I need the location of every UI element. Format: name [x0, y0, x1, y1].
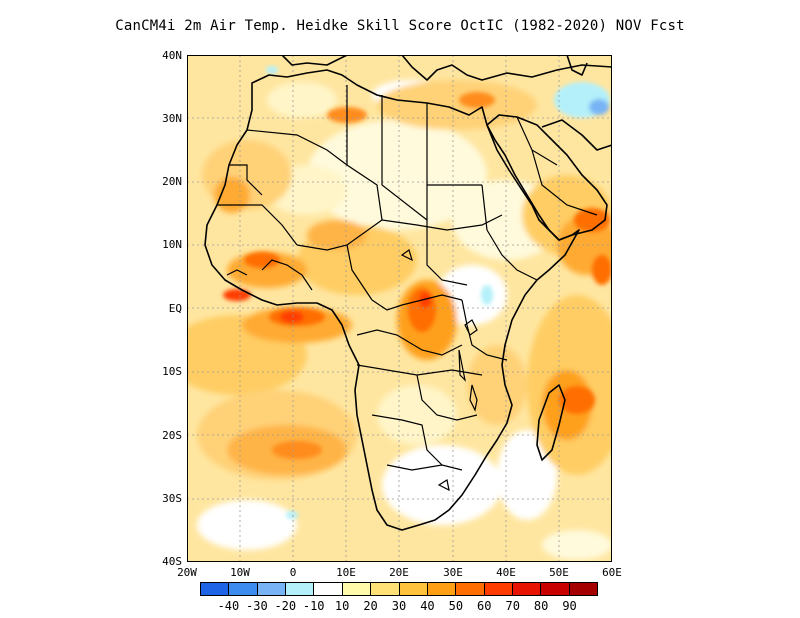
colorbar-segment [229, 583, 258, 595]
lat-label-20s: 20S [162, 429, 182, 442]
colorbar-segment [427, 583, 457, 595]
lon-label-20e: 20E [389, 566, 409, 579]
lakes [400, 249, 478, 492]
colorbar-tick-label: -10 [302, 599, 325, 613]
lon-label-10w: 10W [230, 566, 250, 579]
colorbar-tick-label: 50 [448, 599, 464, 613]
colorbar-segment [257, 583, 287, 595]
colorbar-tick-label: -30 [246, 599, 268, 613]
lon-label-20w: 20W [177, 566, 197, 579]
colorbar-tick-label: -40 [217, 599, 240, 613]
colorbar-segment [286, 583, 315, 595]
colorbar-tick-label: 80 [533, 599, 549, 613]
colorbar-tick-label: 70 [505, 599, 520, 613]
colorbar [200, 582, 598, 596]
colorbar-segment [456, 583, 485, 595]
colorbar-tick-label: 60 [477, 599, 492, 613]
lat-label-40s: 40S [162, 555, 182, 568]
lat-label-40n: 40N [162, 49, 182, 62]
colorbar-segment [342, 583, 372, 595]
lat-label-10s: 10S [162, 365, 182, 378]
colorbar-tick-label: 20 [363, 599, 378, 613]
skill-score-map [187, 55, 612, 562]
colorbar-tick-label: -20 [274, 599, 297, 613]
lon-label-10e: 10E [336, 566, 356, 579]
map-panel [187, 55, 612, 562]
colorbar-segment [541, 583, 570, 595]
lon-label-40e: 40E [496, 566, 516, 579]
colorbar-tick-label: 30 [391, 599, 407, 613]
coastlines [204, 55, 612, 531]
colorbar-tick-label: 90 [562, 599, 577, 613]
chart-title: CanCM4i 2m Air Temp. Heidke Skill Score … [115, 18, 685, 34]
colorbar-tick-label: 40 [420, 599, 435, 613]
colorbar-tick-label: 10 [334, 599, 350, 613]
colorbar-segment [399, 583, 428, 595]
graticule [187, 55, 612, 562]
country-borders [217, 85, 598, 471]
colorbar-segment [201, 583, 230, 595]
colorbar-segment [569, 583, 598, 595]
lon-label-30e: 30E [443, 566, 463, 579]
lat-label-10n: 10N [162, 238, 182, 251]
colorbar-segment [484, 583, 513, 595]
lat-label-20n: 20N [162, 175, 182, 188]
skill-field [187, 80, 612, 560]
lon-label-60e: 60E [602, 566, 622, 579]
lon-label-50e: 50E [549, 566, 569, 579]
colorbar-segment [512, 583, 542, 595]
lat-label-30n: 30N [162, 112, 182, 125]
colorbar-segment [314, 583, 343, 595]
lon-label-0: 0 [289, 566, 297, 579]
colorbar-segment [371, 583, 400, 595]
lat-label-30s: 30S [162, 492, 182, 505]
lat-label-eq: EQ [168, 302, 182, 315]
